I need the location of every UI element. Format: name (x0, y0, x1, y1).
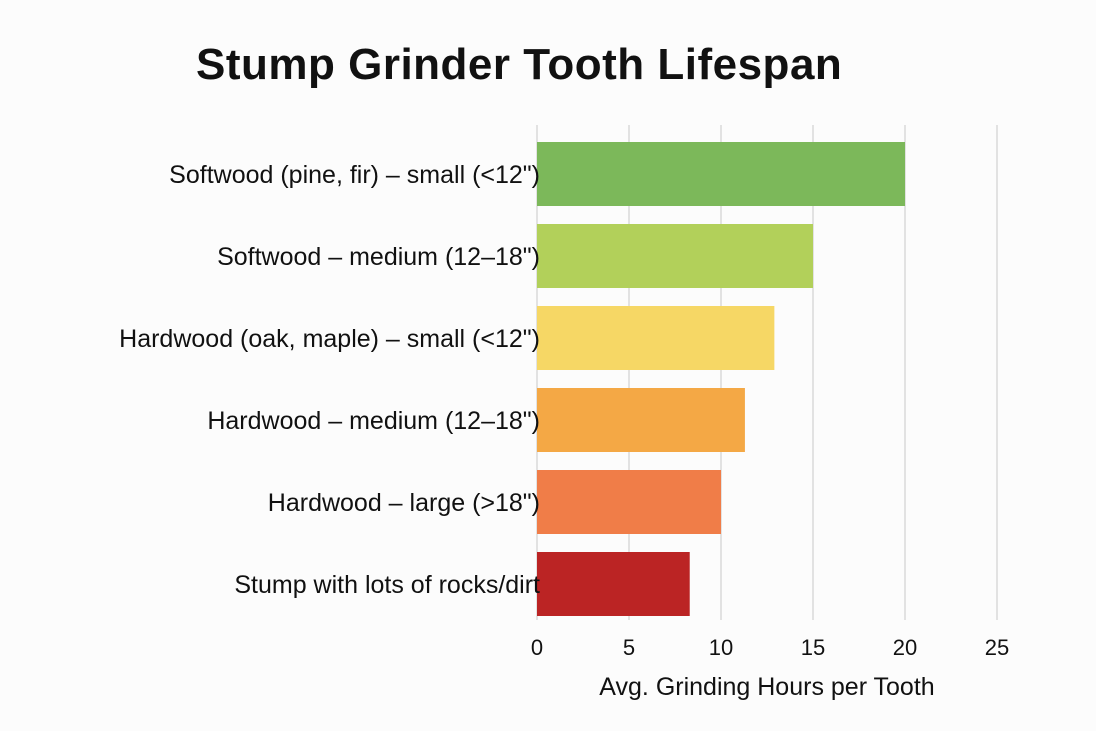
chart-title: Stump Grinder Tooth Lifespan (196, 40, 843, 89)
bar-3 (537, 388, 745, 452)
category-label: Hardwood – large (>18") (268, 489, 540, 517)
gridlines (536, 125, 998, 620)
category-label: Hardwood (oak, maple) – small (<12") (119, 325, 540, 353)
category-label: Softwood (pine, fir) – small (<12") (169, 161, 540, 189)
x-axis-ticks: 0 5 10 15 20 25 (531, 635, 1009, 660)
x-axis-label: Avg. Grinding Hours per Tooth (599, 673, 934, 701)
bar-5 (537, 552, 690, 616)
x-tick-label: 15 (801, 635, 825, 660)
category-labels: Softwood (pine, fir) – small (<12") Softw… (119, 161, 540, 599)
x-tick-label: 10 (709, 635, 733, 660)
category-label: Stump with lots of rocks/dirt (234, 571, 540, 599)
x-tick-label: 5 (623, 635, 635, 660)
bar-4 (537, 470, 721, 534)
category-label: Hardwood – medium (12–18") (207, 407, 540, 435)
category-label: Softwood – medium (12–18") (217, 243, 540, 271)
bar-2 (537, 306, 775, 370)
x-tick-label: 20 (893, 635, 917, 660)
bars (537, 142, 905, 616)
x-tick-label: 0 (531, 635, 543, 660)
bar-1 (537, 224, 813, 288)
bar-0 (537, 142, 905, 206)
x-tick-label: 25 (985, 635, 1009, 660)
